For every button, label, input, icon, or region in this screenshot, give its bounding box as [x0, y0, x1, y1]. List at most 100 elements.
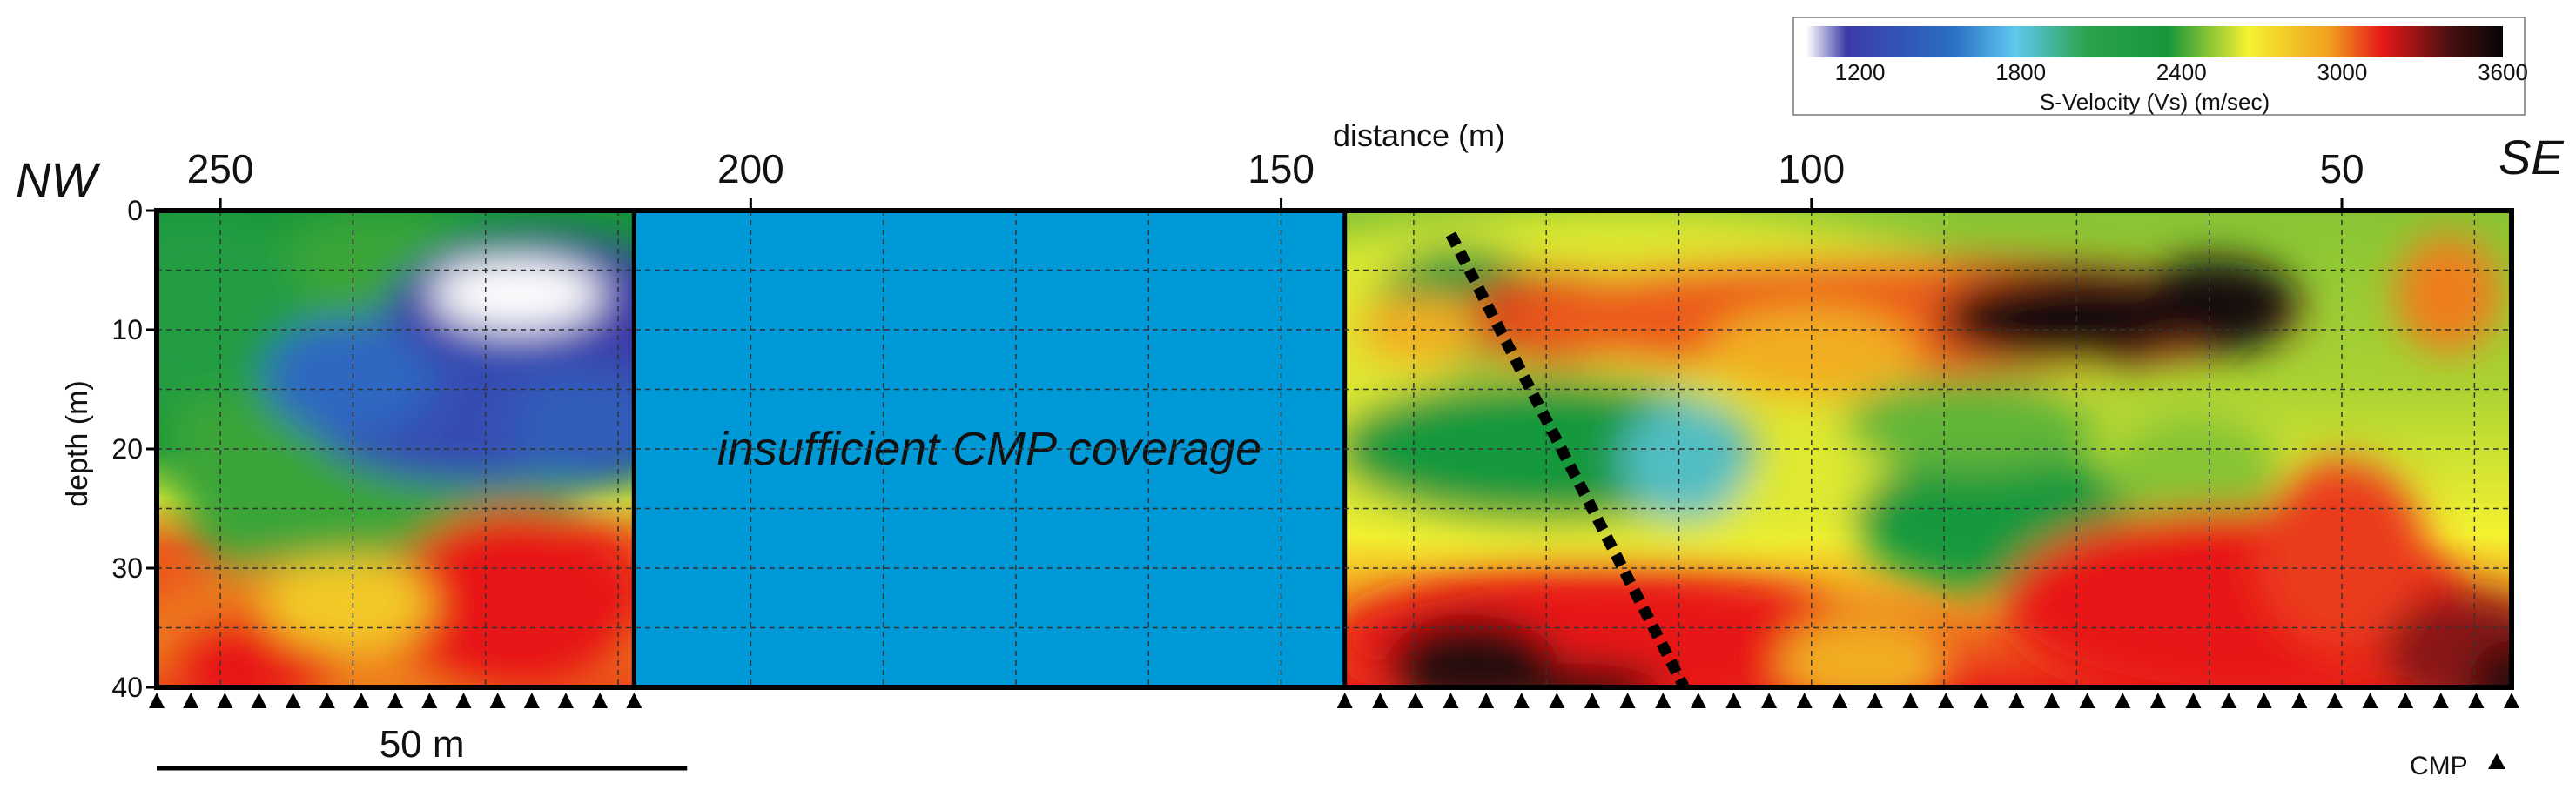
velocity-anomaly: [1387, 615, 1557, 687]
cmp-station-marker: [2291, 693, 2308, 708]
cmp-station-marker: [1796, 693, 1813, 708]
cmp-station-marker: [1902, 693, 1919, 708]
cmp-station-marker: [319, 693, 335, 708]
velocity-anomaly: [1779, 615, 1950, 687]
cmp-station-marker: [217, 693, 233, 708]
velocity-anomaly: [1620, 401, 1748, 521]
cmp-station-marker: [2221, 693, 2237, 708]
velocity-anomaly: [432, 258, 602, 330]
cmp-station-marker: [1549, 693, 1565, 708]
cmp-station-marker: [2326, 693, 2343, 708]
cmp-station-marker: [489, 693, 506, 708]
cmp-station-marker: [1407, 693, 1423, 708]
cmp-station-marker: [2468, 693, 2485, 708]
velocity-anomaly: [2384, 592, 2512, 687]
cmp-station-marker: [251, 693, 267, 708]
cmp-station-marker: [1725, 693, 1742, 708]
colorbar-tick-label: 3600: [2478, 59, 2528, 85]
y-tick-label: 0: [127, 195, 143, 226]
cmp-station-marker: [2149, 693, 2166, 708]
cmp-station-marker: [557, 693, 574, 708]
cmp-station-marker: [1336, 693, 1353, 708]
colorbar-tick-label: 2400: [2156, 59, 2207, 85]
cmp-station-marker: [1938, 693, 1954, 708]
y-tick-label: 40: [111, 672, 143, 703]
velocity-anomalies-right: [1344, 211, 2512, 687]
cmp-station-marker: [2256, 693, 2272, 708]
cmp-legend-label: CMP: [2410, 752, 2468, 780]
cmp-station-marker: [1690, 693, 1706, 708]
x-tick-label: 50: [2319, 146, 2364, 191]
velocity-anomaly: [262, 556, 433, 652]
cmp-station-marker: [421, 693, 438, 708]
cmp-legend-marker: [2488, 753, 2505, 769]
cmp-station-marker: [353, 693, 369, 708]
y-tick-label: 10: [111, 314, 143, 345]
cmp-station-marker: [2432, 693, 2449, 708]
cmp-station-marker: [2362, 693, 2378, 708]
x-tick-label: 100: [1778, 146, 1845, 191]
se-direction-label: SE: [2499, 130, 2564, 184]
velocity-anomaly: [2129, 258, 2300, 354]
velocity-anomaly: [157, 211, 306, 402]
velocity-anomaly: [262, 318, 433, 438]
scale-bar-label: 50 m: [380, 723, 465, 766]
colorbar-label: S-Velocity (Vs) (m/sec): [2040, 89, 2270, 115]
grid-lines: [157, 211, 2512, 687]
cmp-station-marker: [455, 693, 472, 708]
cmp-station-marker: [523, 693, 540, 708]
cmp-station-marker: [2504, 693, 2519, 708]
cmp-station-marker: [1761, 693, 1778, 708]
velocity-anomaly: [2394, 234, 2501, 354]
x-tick-label: 200: [717, 146, 784, 191]
velocity-anomaly: [2108, 412, 2278, 532]
velocity-panel-left: [157, 211, 635, 687]
y-tick-label: 20: [111, 433, 143, 465]
colorbar-frame: [1792, 17, 2526, 116]
cmp-station-marker: [1866, 693, 1883, 708]
x-axis-title: distance (m): [1333, 117, 1505, 153]
cmp-station-marker: [1372, 693, 1389, 708]
velocity-anomaly: [1493, 663, 1664, 687]
velocity-anomaly: [1843, 377, 2098, 473]
fault-line: [1445, 231, 1690, 690]
cmp-station-marker: [626, 693, 642, 708]
cmp-station-marker: [2115, 693, 2131, 708]
cmp-station-marker: [1584, 693, 1600, 708]
cmp-station-marker: [592, 693, 609, 708]
colorbar-tick-label: 1200: [1835, 59, 1886, 85]
colorbar: 1200 1800 2400 3000 3600 S-Velocity (Vs) (m/…: [1792, 17, 2528, 116]
x-tick-label: 150: [1248, 146, 1315, 191]
velocity-anomaly: [507, 365, 635, 485]
cmp-station-marker: [2043, 693, 2060, 708]
cmp-station-markers: [149, 693, 2519, 708]
cmp-station-marker: [1832, 693, 1848, 708]
cmp-station-marker: [1478, 693, 1495, 708]
cmp-station-marker: [1619, 693, 1636, 708]
cmp-station-marker: [2079, 693, 2095, 708]
y-tick-labels: 0 10 20 30 40: [111, 195, 157, 703]
cmp-station-marker: [2008, 693, 2025, 708]
cmp-station-marker: [183, 693, 199, 708]
cmp-station-marker: [387, 693, 404, 708]
velocity-anomalies-left: [157, 211, 635, 687]
cmp-station-marker: [2185, 693, 2202, 708]
velocity-anomaly: [1355, 293, 1483, 366]
colorbar-bar: [1806, 26, 2503, 57]
x-tick-labels: 250 200 150 100 50: [187, 146, 2364, 211]
cmp-station-marker: [1973, 693, 1989, 708]
cmp-station-marker: [1655, 693, 1671, 708]
velocity-anomaly: [2469, 639, 2512, 687]
y-tick-label: 30: [111, 552, 143, 584]
y-axis-title: depth (m): [61, 380, 94, 507]
cmp-station-marker: [1513, 693, 1530, 708]
cmp-station-marker: [2398, 693, 2414, 708]
cmp-station-marker: [285, 693, 301, 708]
cmp-station-marker: [149, 693, 165, 708]
nw-direction-label: NW: [16, 152, 101, 207]
colorbar-tick-label: 1800: [1995, 59, 2046, 85]
colorbar-tick-label: 3000: [2317, 59, 2367, 85]
cmp-station-marker: [1443, 693, 1459, 708]
velocity-anomaly: [390, 508, 635, 687]
